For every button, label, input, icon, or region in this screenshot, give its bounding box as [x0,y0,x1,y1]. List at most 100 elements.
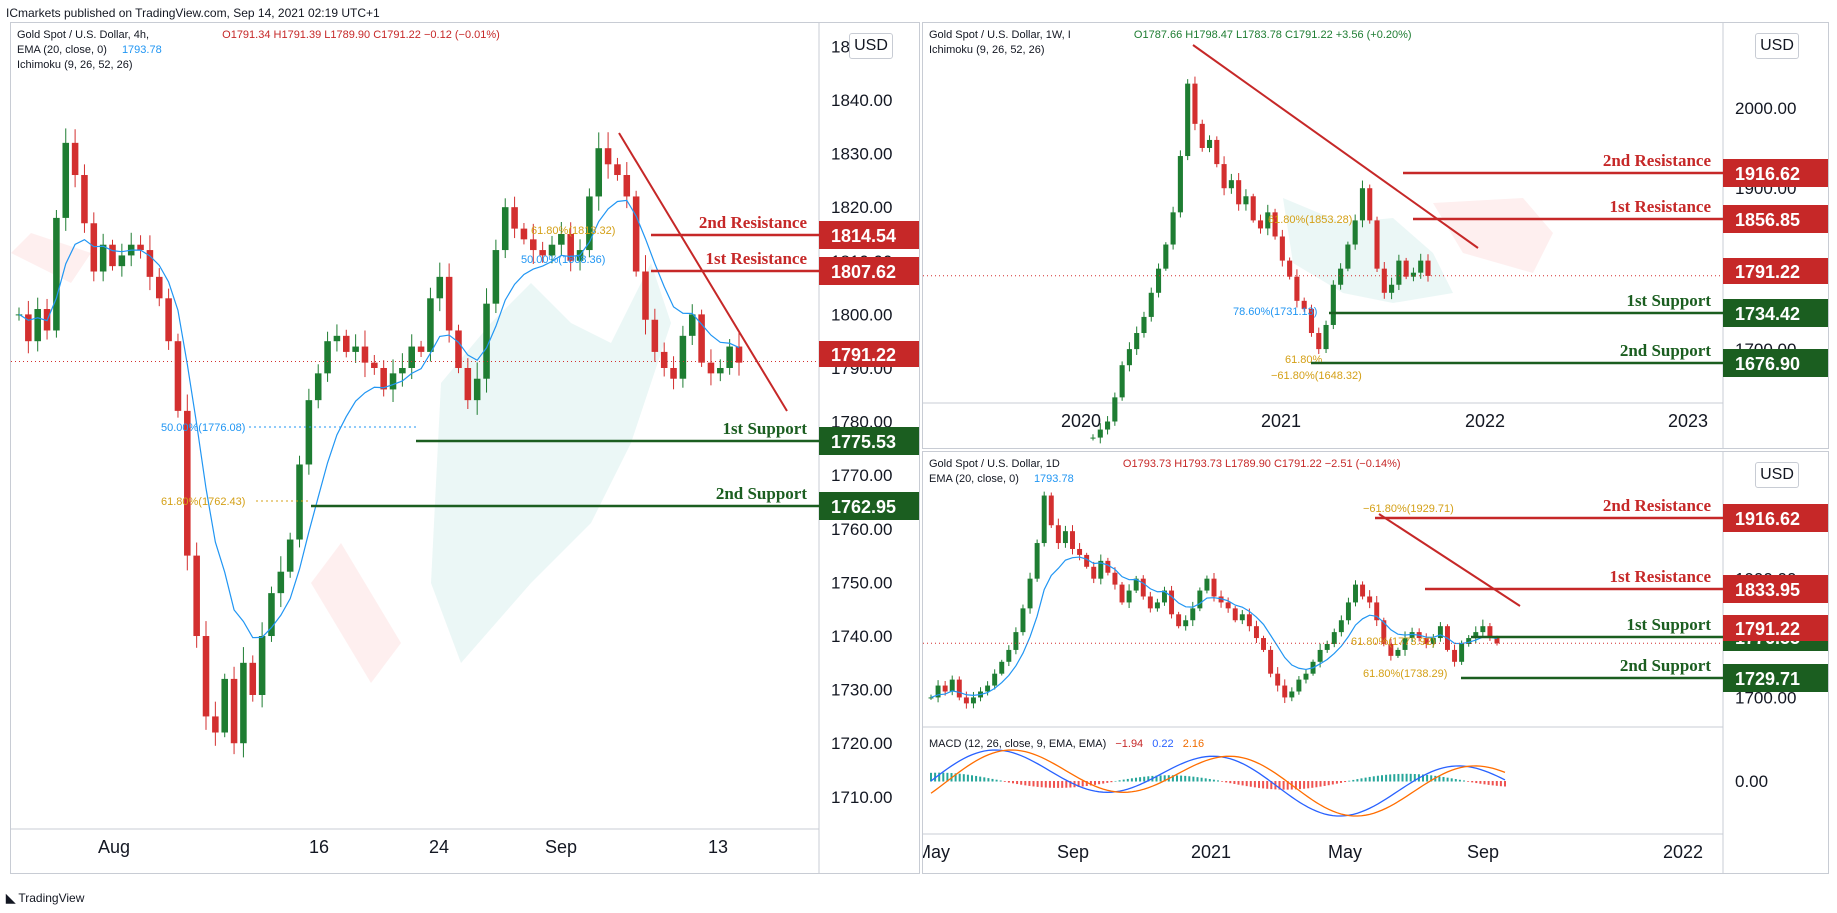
candle-body [1119,584,1125,603]
macd-histogram-bar [1323,781,1326,786]
candle-body [193,555,200,637]
x-tick-label: 2023 [1668,411,1708,431]
last-price-badge [1723,258,1828,284]
candle-body [1261,638,1267,650]
candle-body [1041,495,1047,544]
macd-histogram-bar [1048,781,1051,788]
macd-histogram-bar [1491,781,1494,786]
candle-body [184,410,191,556]
currency-badge-1w[interactable]: USD [1755,33,1799,59]
candle-body [670,367,677,379]
candle-body [343,335,350,352]
candle-body [81,175,88,224]
macd-histogram-bar [1458,779,1461,782]
candle-body [1169,590,1175,615]
candle-body [1027,578,1033,609]
macd-histogram-bar [1012,781,1014,784]
candle-body [1190,608,1196,621]
chart-panel-1w[interactable]: 2000.001900.001800.001700.00202020212022… [922,22,1829,449]
level-price-badge [819,427,919,455]
candle-body [1243,196,1249,205]
macd-histogram-bar [1401,773,1404,782]
chart-panel-1d[interactable]: 1900.001800.001700.00MaySep2021MaySep202… [922,451,1829,874]
level-price-text: 1729.71 [1735,669,1800,689]
macd-histogram-bar [1393,774,1396,782]
candle-body [230,678,238,744]
candle-body [928,697,934,699]
macd-histogram-bar [1065,781,1068,788]
macd-histogram-bar [1356,779,1359,782]
macd-histogram-bar [1180,775,1183,782]
level-price-text: 1762.95 [831,497,896,517]
candle-body [1126,349,1132,366]
candle-body [1410,272,1416,277]
candle-body [632,196,640,272]
y-tick-label: 1760.00 [831,520,892,539]
candle-body [1308,308,1315,334]
level-price-badge [1723,664,1828,692]
candle-body [268,593,275,637]
candle-body [623,175,631,197]
candle-body [1345,244,1351,269]
candle-body [1112,397,1118,422]
level-label: 1st Support [1626,615,1711,634]
tradingview-logo-icon: ◣ [6,891,16,905]
macd-histogram-bar [1294,781,1297,790]
level-price-text: 1734.42 [1735,304,1800,324]
macd-histogram-bar [1348,780,1351,782]
chart-svg-gold-1w: 2000.001900.001800.001700.00202020212022… [923,23,1828,448]
y-tick-label: 1740.00 [831,627,892,646]
candle-body [614,164,621,176]
candle-body [286,539,294,572]
macd-histogram-bar [1085,781,1088,786]
last-price-badge [1723,615,1828,641]
macd-histogram-bar [1139,777,1142,782]
macd-histogram-bar [1315,781,1318,788]
level-price-badge [819,221,919,249]
macd-histogram-bar [999,780,1002,782]
candle-body [1303,673,1309,680]
candle-body [1268,649,1274,674]
candle-body [212,716,219,733]
macd-histogram-bar [1007,781,1010,783]
candle-body [1452,649,1458,662]
candle-body [314,373,322,401]
candle-body [1155,268,1162,293]
macd-histogram-bar [1110,781,1113,783]
candle-body [445,276,453,331]
y-tick-label: 1710.00 [831,788,892,807]
candle-body [1323,324,1329,350]
level-price-badge [1723,349,1828,377]
macd-histogram-bar [1389,774,1392,782]
macd-histogram-bar [1376,775,1379,782]
macd-histogram-bar [975,775,978,782]
candle-body [1185,83,1191,157]
level-price-text: 1916.62 [1735,164,1800,184]
candle-body [1177,156,1183,213]
currency-badge-4h[interactable]: USD [849,33,893,59]
macd-histogram-bar [1135,777,1137,782]
legend-ohlc: O1787.66 H1798.47 L1783.78 C1791.22 +3.5… [1133,29,1412,41]
macd-histogram-bar [938,772,941,782]
level-price-badge [1723,299,1828,327]
level-price-badge [819,257,919,285]
macd-histogram-bar [1028,781,1031,786]
candle-body [679,335,687,379]
trend-line [1192,44,1479,249]
macd-histogram-bar [1307,781,1310,789]
candle-body [1232,608,1238,621]
chart-legend-1d: Gold Spot / U.S. Dollar, 1D O1793.73 H17… [929,457,1401,487]
level-label: 1st Support [1626,291,1711,310]
y-tick-label: 1820.00 [831,198,892,217]
candle-body [735,346,743,363]
candle-body [511,207,518,229]
currency-badge-1d[interactable]: USD [1755,462,1799,488]
chart-panel-4h[interactable]: 1850.001840.001830.001820.001810.001800.… [10,22,920,874]
candle-body [1147,596,1153,609]
candle-body [1324,643,1330,650]
macd-histogram-bar [1221,781,1224,782]
macd-label: MACD (12, 26, close, 9, EMA, EMA) [929,738,1107,750]
macd-histogram-bar [1258,781,1260,788]
x-tick-label: 2021 [1191,842,1231,862]
candle-body [1112,572,1118,585]
